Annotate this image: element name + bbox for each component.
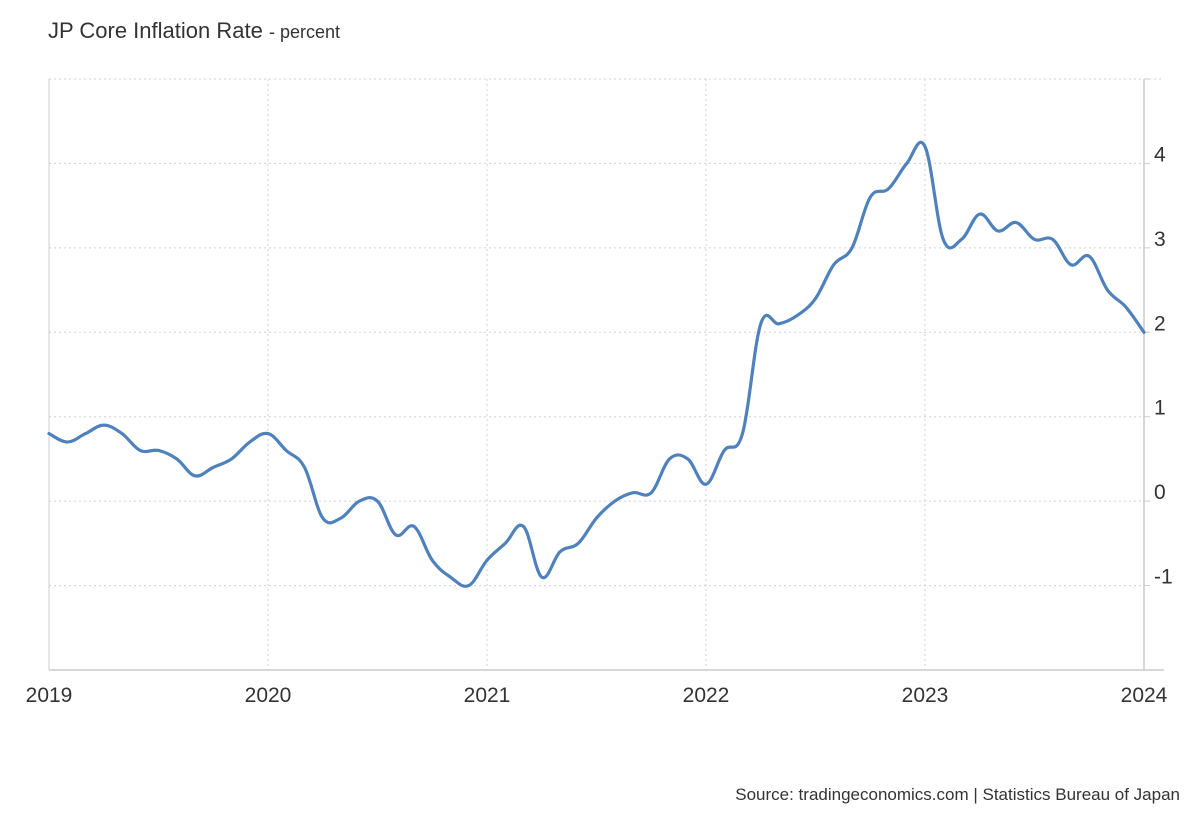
y-tick-label: 1 [1154, 397, 1166, 420]
x-tick-label: 2020 [245, 684, 292, 707]
line-chart: 2019 2020 2021 2022 2023 2024 -1 0 1 2 3 4 [26, 78, 1173, 707]
x-tick-label: 2019 [26, 684, 73, 707]
y-tick-label: 4 [1154, 143, 1166, 166]
x-tick-label: 2023 [902, 684, 949, 707]
y-tick-label: 3 [1154, 228, 1166, 251]
chart-title: JP Core Inflation Rate - percent [48, 18, 340, 44]
y-tick-labels: -1 0 1 2 3 4 [1154, 143, 1173, 588]
grid-lines [48, 78, 1164, 670]
series-group [47, 140, 1146, 588]
x-tick-labels: 2019 2020 2021 2022 2023 2024 [26, 684, 1168, 707]
y-tick-label: 2 [1154, 312, 1166, 335]
series-line [47, 140, 1146, 588]
chart-title-text: JP Core Inflation Rate [48, 18, 263, 43]
x-tick-label: 2021 [464, 684, 511, 707]
x-tick-label: 2024 [1121, 684, 1168, 707]
x-tick-label: 2022 [683, 684, 730, 707]
y-tick-label: -1 [1154, 566, 1173, 589]
chart-unit-label: - percent [268, 22, 340, 42]
source-note: Source: tradingeconomics.com | Statistic… [735, 785, 1180, 804]
chart-axes [48, 78, 1164, 671]
y-tick-label: 0 [1154, 481, 1166, 504]
